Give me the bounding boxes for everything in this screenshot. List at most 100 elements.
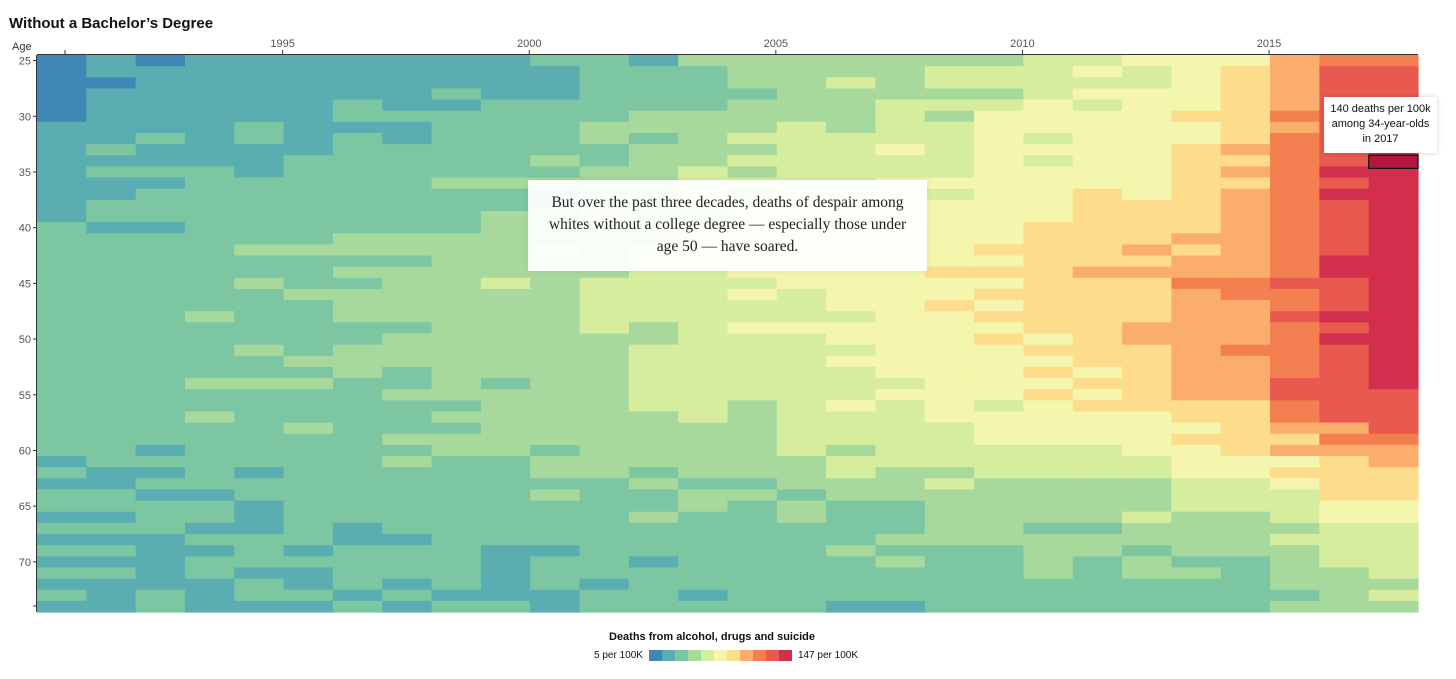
heatmap-cell: [826, 366, 877, 379]
heatmap-cell: [1319, 433, 1370, 446]
heatmap-cell: [283, 522, 334, 535]
heatmap-cell: [974, 121, 1025, 134]
heatmap-cell: [1023, 66, 1074, 78]
heatmap-cell: [1122, 489, 1172, 502]
heatmap-cell: [431, 378, 482, 390]
heatmap-cell: [875, 489, 926, 502]
heatmap-cell: [283, 433, 334, 446]
heatmap-cell: [826, 522, 877, 535]
heatmap-cell: [727, 411, 778, 424]
heatmap-cell: [1122, 311, 1172, 323]
heatmap-cell: [234, 199, 285, 212]
heatmap-cell: [924, 534, 975, 546]
legend-swatch: [765, 650, 779, 661]
heatmap-cell: [332, 366, 383, 379]
heatmap-cell: [530, 489, 581, 502]
heatmap-cell: [924, 110, 975, 123]
heatmap-cell: [135, 366, 186, 379]
heatmap-cell: [727, 288, 778, 301]
heatmap-cell: [924, 411, 975, 424]
heatmap-cell: [678, 556, 729, 569]
heatmap-cell: [86, 534, 137, 546]
heatmap-cell: [1368, 411, 1419, 424]
heatmap-cell: [826, 600, 877, 613]
heatmap-cell: [86, 511, 137, 524]
legend-swatch: [752, 650, 766, 661]
y-tick-label: 50: [19, 334, 31, 346]
heatmap-cell: [332, 210, 383, 223]
heatmap-cell: [875, 500, 926, 513]
chart-title: Without a Bachelor’s Degree: [9, 15, 214, 32]
heatmap-cell: [1023, 433, 1074, 446]
heatmap-cell: [1319, 333, 1370, 346]
heatmap-cell: [37, 366, 87, 379]
heatmap-cell: [776, 511, 827, 524]
heatmap-cell: [37, 600, 87, 613]
heatmap-cell: [86, 311, 137, 323]
heatmap-cell: [283, 277, 334, 290]
heatmap-cell: [776, 322, 827, 335]
heatmap-cell: [826, 489, 877, 502]
heatmap-cell: [480, 199, 531, 212]
heatmap-cell: [1368, 467, 1419, 479]
heatmap-cell: [1072, 199, 1123, 212]
heatmap-cell: [480, 322, 531, 335]
heatmap-cell: [875, 277, 926, 290]
heatmap-cell: [1220, 366, 1271, 379]
heatmap-cell: [974, 344, 1025, 357]
heatmap-cell: [1270, 589, 1320, 602]
heatmap-cell: [826, 121, 877, 134]
heatmap-cell: [678, 88, 729, 101]
heatmap-cell: [1319, 188, 1370, 201]
heatmap-cell: [382, 77, 433, 90]
heatmap-cell: [1072, 155, 1123, 167]
heatmap-cell: [727, 556, 778, 569]
heatmap-cell: [826, 433, 877, 446]
heatmap-cell: [875, 344, 926, 357]
heatmap-cell: [530, 88, 581, 101]
heatmap-cell: [283, 66, 334, 78]
heatmap-cell: [1023, 110, 1074, 123]
heatmap-cell: [37, 344, 87, 357]
heatmap-cell: [826, 110, 877, 123]
heatmap-cell: [1319, 66, 1370, 78]
heatmap-cell: [382, 55, 433, 67]
heatmap-cell: [628, 489, 679, 502]
heatmap-cell: [382, 266, 433, 279]
heatmap-cell: [727, 478, 778, 491]
heatmap-cell: [678, 522, 729, 535]
heatmap-cell: [924, 121, 975, 134]
heatmap-cell: [283, 132, 334, 145]
heatmap-cell: [1319, 255, 1370, 268]
heatmap-cell: [382, 478, 433, 491]
heatmap-cell: [1171, 389, 1222, 401]
heatmap-cell: [1023, 545, 1074, 557]
heatmap-cell: [1072, 333, 1123, 346]
heatmap-cell: [1072, 422, 1123, 435]
heatmap-cell: [1270, 534, 1320, 546]
heatmap-cell: [1072, 600, 1123, 613]
heatmap-cell: [875, 55, 926, 67]
heatmap-cell: [1319, 422, 1370, 435]
heatmap-cell: [1270, 400, 1320, 413]
heatmap-cell: [283, 556, 334, 569]
heatmap-cell: [1319, 378, 1370, 390]
heatmap-cell: [86, 400, 137, 413]
heatmap-cell: [135, 378, 186, 390]
heatmap-cell: [184, 77, 235, 90]
heatmap-cell: [283, 500, 334, 513]
heatmap-cell: [924, 422, 975, 435]
heatmap-cell: [1122, 300, 1172, 312]
heatmap-cell: [37, 522, 87, 535]
heatmap-cell: [86, 66, 137, 78]
heatmap-cell: [727, 444, 778, 457]
y-tick-label: 55: [19, 390, 31, 402]
heatmap-cell: [1368, 444, 1419, 457]
heatmap-cell: [135, 188, 186, 201]
heatmap-cell: [924, 333, 975, 346]
heatmap-cell: [1220, 589, 1271, 602]
heatmap-cell: [234, 99, 285, 112]
heatmap-cell: [37, 511, 87, 524]
heatmap-cell: [1171, 311, 1222, 323]
highlight-cell[interactable]: [1368, 154, 1419, 169]
